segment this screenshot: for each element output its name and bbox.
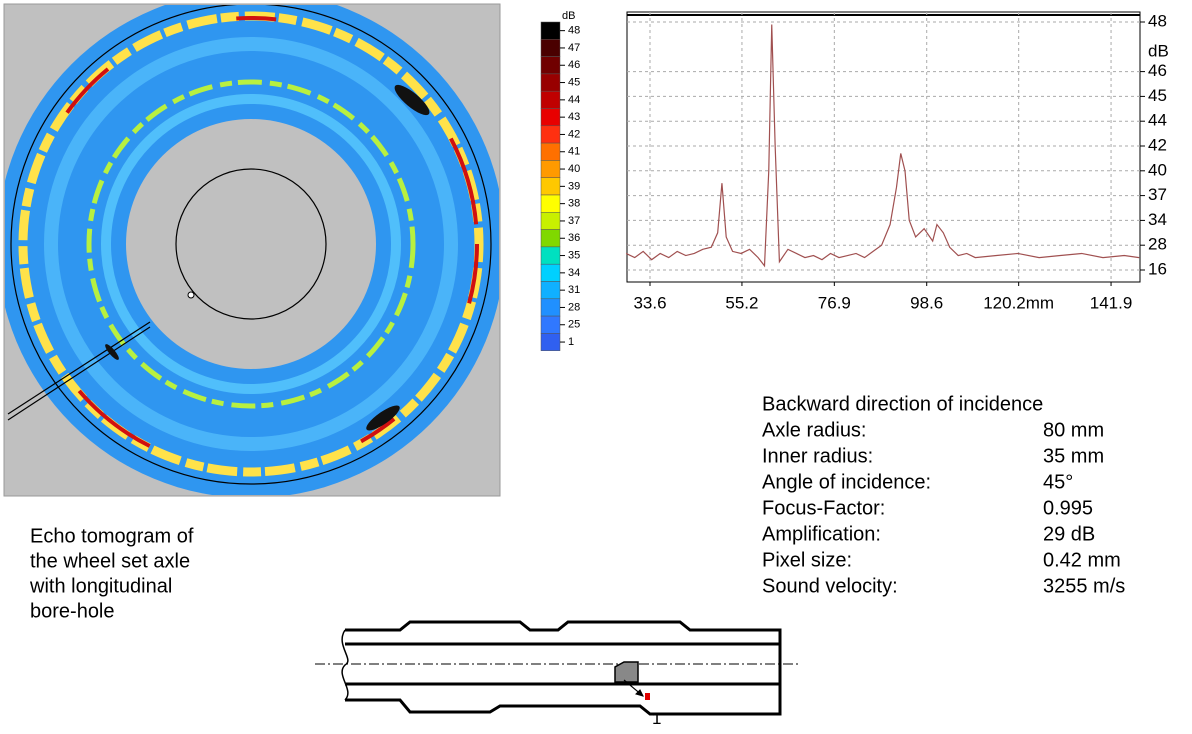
param-label: Amplification: (762, 523, 881, 545)
colorbar-swatch (540, 298, 561, 317)
param-value: 29 dB (1043, 523, 1095, 545)
y-tick-label: 46 (1148, 61, 1167, 80)
colorbar-swatch (540, 229, 561, 248)
colorbar-label: 44 (568, 94, 580, 106)
colorbar-swatch (540, 333, 561, 351)
y-tick-label: 40 (1148, 160, 1167, 179)
colorbar-label: 39 (568, 180, 580, 192)
colorbar-swatch (540, 177, 561, 196)
colorbar-label: 38 (568, 198, 580, 210)
param-value: 45° (1043, 471, 1073, 493)
colorbar-swatch (540, 21, 561, 40)
caption-line: the wheel set axle (30, 550, 190, 572)
y-unit: dB (1148, 41, 1169, 60)
x-tick-label: 98.6 (910, 293, 943, 312)
colorbar-swatch (540, 73, 561, 92)
colorbar-label: 41 (568, 146, 580, 158)
colorbar-label: 46 (568, 59, 580, 71)
param-label: Focus-Factor: (762, 497, 885, 519)
colorbar-label: 47 (568, 42, 580, 54)
x-tick-label: 55.2 (725, 293, 758, 312)
caption-line: bore-hole (30, 600, 115, 622)
colorbar-label: 1 (568, 336, 574, 348)
param-value: 80 mm (1043, 419, 1104, 441)
y-tick-label: 44 (1148, 111, 1167, 130)
colorbar-swatch (540, 246, 561, 265)
colorbar-label: 25 (568, 319, 580, 331)
param-label: Inner radius: (762, 445, 873, 467)
colorbar-swatch (540, 281, 561, 300)
colorbar-swatch (540, 194, 561, 213)
colorbar-label: 28 (568, 301, 580, 313)
param-label: Axle radius: (762, 419, 867, 441)
param-label: Sound velocity: (762, 575, 898, 597)
y-tick-label: 42 (1148, 135, 1167, 154)
y-tick-label: 34 (1148, 210, 1167, 229)
y-tick-label: 16 (1148, 259, 1167, 278)
y-tick-label: 45 (1148, 86, 1167, 105)
colorbar-label: 45 (568, 76, 580, 88)
colorbar-label: 42 (568, 128, 580, 140)
plot-frame (626, 11, 1141, 283)
x-tick-label: 120.2mm (983, 293, 1054, 312)
x-tick-label: 33.6 (633, 293, 666, 312)
caption-line: Echo tomogram of (30, 525, 194, 547)
colorbar-label: 40 (568, 163, 580, 175)
param-label: Pixel size: (762, 549, 852, 571)
colorbar-swatch (540, 160, 561, 178)
colorbar-label: 31 (568, 284, 580, 296)
colorbar-label: 43 (568, 111, 580, 123)
param-label: Angle of incidence: (762, 471, 931, 493)
caption-line: with longitudinal (29, 575, 172, 597)
x-tick-label: 76.9 (818, 293, 851, 312)
colorbar-swatch (540, 142, 561, 161)
trace (625, 24, 1140, 268)
param-value: 35 mm (1043, 445, 1104, 467)
colorbar-label: 34 (568, 267, 580, 279)
y-tick-label: 28 (1148, 235, 1167, 254)
tomogram (3, 3, 501, 497)
colorbar-swatch (540, 125, 561, 144)
colorbar-swatch (540, 56, 561, 75)
param-value: 0.42 mm (1043, 549, 1121, 571)
colorbar-swatch (540, 212, 561, 230)
colorbar-unit: dB (562, 10, 575, 22)
colorbar-swatch (540, 90, 561, 109)
colorbar-swatch (540, 263, 561, 282)
colorbar-label: 48 (568, 25, 580, 37)
y-tick-label: 48 (1148, 11, 1167, 30)
axle-diagram (315, 620, 800, 716)
colorbar-label: 35 (568, 249, 580, 261)
y-tick-label: 37 (1148, 185, 1167, 204)
x-tick-label: 141.9 (1090, 293, 1133, 312)
colorbar-swatch (540, 39, 561, 57)
param-heading: Backward direction of incidence (762, 393, 1043, 415)
diagram-marker: 1 (652, 709, 661, 728)
param-value: 3255 m/s (1043, 575, 1125, 597)
colorbar-label: 37 (568, 215, 580, 227)
colorbar-label: 36 (568, 232, 580, 244)
colorbar-swatch (540, 315, 561, 334)
param-value: 0.995 (1043, 497, 1093, 519)
colorbar-swatch (540, 108, 561, 127)
